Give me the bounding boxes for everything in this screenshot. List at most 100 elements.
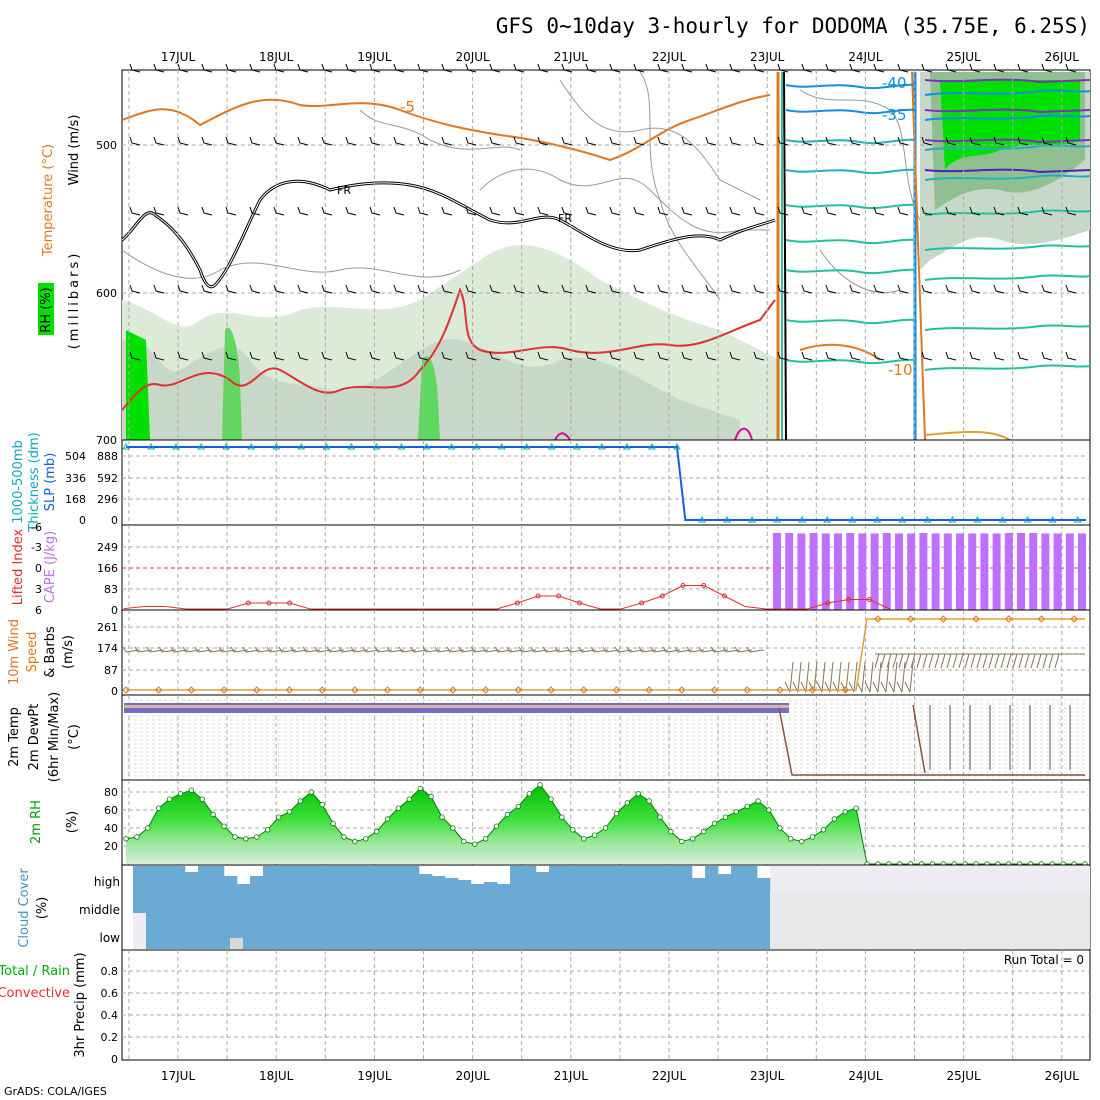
cape-bar [1041,533,1050,610]
wind-barb [777,63,789,73]
millibars-label: (millibars) [67,251,82,350]
cloud-high-bar [250,876,264,892]
wind-barb [321,136,333,146]
thickness-marker [823,516,832,523]
wind10m-speed-marker [187,686,196,694]
wind10m-barb [674,646,693,653]
wind-barb [945,284,957,294]
cloud-high-bar [263,866,277,892]
rh2m-panel: 80 60 40 20 2m RH (%) [29,779,1091,867]
cloud-unit-label: (%) [35,897,50,920]
thickness-marker [1023,516,1032,523]
wind-barb [609,63,621,73]
wind10m-barb [626,646,645,653]
temperature-contour-warm [121,287,776,411]
wind-barb [489,206,501,216]
rh2m-marker [635,791,641,797]
cloud-high-bar [614,866,628,892]
rh2m-marker [221,823,227,829]
wind-barb [417,63,429,73]
cold-contour-left [785,318,916,325]
wind-barb [249,136,261,146]
wind10m-barb [904,661,914,693]
wind-barb [801,284,813,294]
wind-barb [873,136,885,146]
wind-barb [969,136,981,146]
wind-barb [513,136,525,146]
lifted-index-marker [659,593,665,599]
wind-barb [153,63,165,73]
wind-barb [945,351,957,361]
wind10m-barb [506,646,525,653]
wind10m-barb [916,653,922,669]
temperature-drop-line [912,704,926,774]
wind-barb [537,136,549,146]
wind10m-barb [326,646,345,653]
wind-barb [297,351,309,361]
wind-barb [513,206,525,216]
top-day-labels: 17JUL 18JUL 19JUL 20JUL 21JUL 22JUL 23JUL 24JUL… [161,50,1079,64]
wind-barb [873,351,885,361]
wind-barb [153,351,165,361]
precip-ticks: 0.8 0.6 0.4 0.2 0 [101,965,119,1066]
cold-contour-left [785,203,916,210]
wind10m-speed-marker [383,686,392,694]
wind10m-barb [578,646,597,653]
wind-barb [297,136,309,146]
thickness-marker [472,443,481,450]
wind10m-barb [638,646,657,653]
wind-barb [609,284,621,294]
wind-barb [825,206,837,216]
cloud-missing-high [770,866,1090,892]
rh2m-marker [363,836,369,842]
rh2m-marker [668,828,674,835]
cloud-high-bar [393,866,407,892]
precip-panel: 0.8 0.6 0.4 0.2 0 Run Total = 0 Total / Rain… [0,949,1091,1066]
precip-tick: 0.6 [101,987,119,1000]
cape-bar [1078,533,1086,610]
wind-barb [201,351,213,361]
wind10m-barb [710,646,729,653]
wind-barb [441,351,453,361]
precip-grid [122,950,1090,1060]
wind10m-barb [566,646,585,653]
wind-barb [729,284,741,294]
wind10m-barb [1036,653,1042,669]
wind-barb [513,63,525,73]
wind10m-barb [722,646,741,653]
rh2m-marker [286,809,293,815]
cloud-high-bar [289,866,303,892]
cloud-high-bar [744,866,758,892]
wind-barb [753,351,765,361]
wind-barb [777,351,789,361]
rh2m-marker [177,791,184,797]
lifted-index-marker [866,597,872,602]
cloud-side-label: Cloud Cover [17,868,32,948]
wind-barb [225,284,237,294]
very-cold-contour [924,168,1091,174]
wind10m-speed-marker [939,615,948,623]
cape-bar [992,533,1001,610]
rh2m-marker [711,820,718,827]
rh2m-side-label: 2m RH [29,800,44,844]
wind-barb [753,206,765,216]
wind-barb [201,284,213,294]
cloud-high-bar [224,876,238,892]
rh2m-marker [155,805,162,811]
wind10m-barb [602,646,621,653]
wind-barb [1065,136,1077,146]
cloud-low-middle-bar [133,892,770,949]
wind-barb [729,136,741,146]
wind10m-speed-marker [874,615,882,623]
very-cold-contour [924,78,1091,84]
wind-barb [153,284,165,294]
wind-barb [705,351,717,361]
bottom-day-label: 18JUL [259,1069,294,1083]
wind-barb [369,206,381,216]
wind-barb [777,136,789,146]
wind-barb [561,284,573,294]
wind10m-barb [898,653,904,669]
wind-barb [921,136,933,146]
wind-barb [249,284,261,294]
wind-barb [465,351,477,361]
